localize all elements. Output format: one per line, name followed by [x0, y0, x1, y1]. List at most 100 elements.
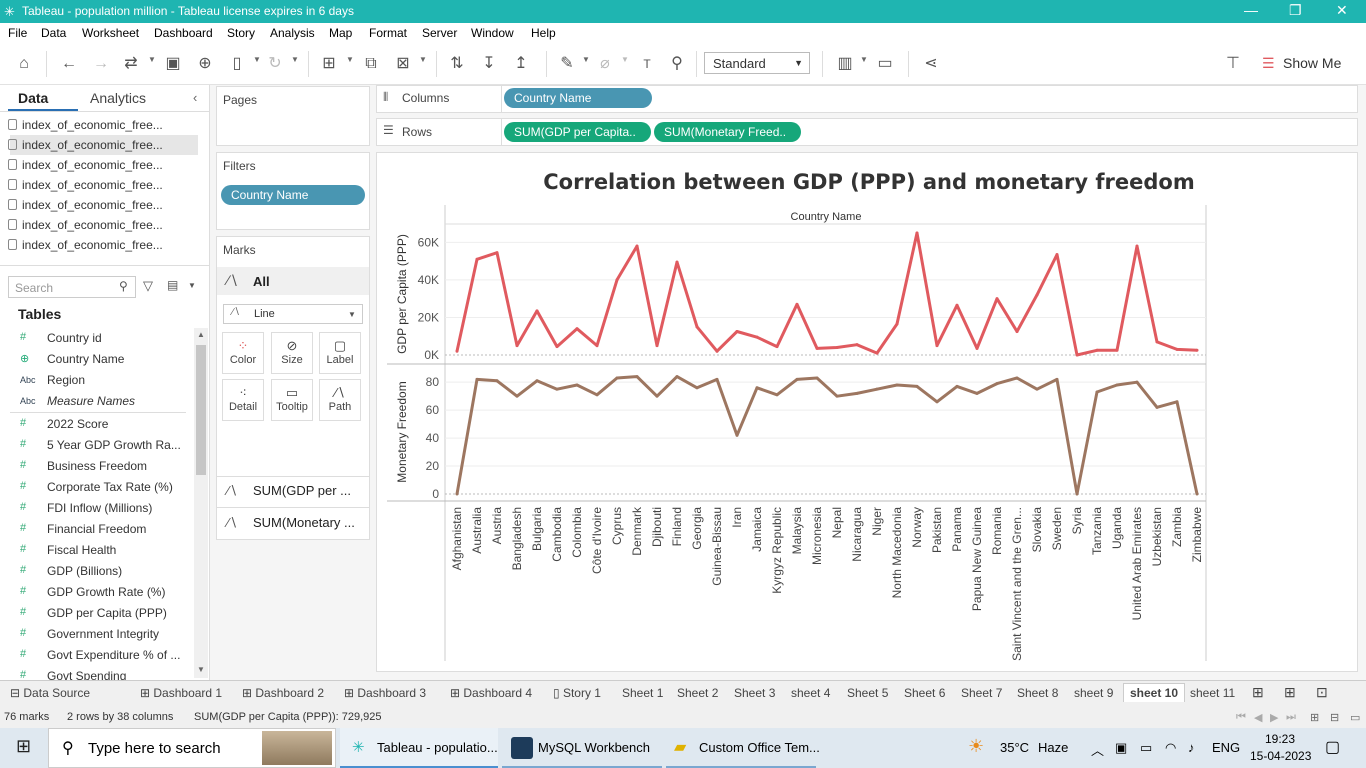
- tab-sheet-4[interactable]: sheet 4: [791, 686, 831, 700]
- data-point[interactable]: [515, 394, 519, 398]
- fix-axes-icon[interactable]: ⚲: [671, 55, 683, 72]
- data-point[interactable]: [995, 382, 999, 386]
- undo-icon[interactable]: ←: [61, 55, 77, 72]
- show-mark-labels-icon[interactable]: T: [643, 57, 651, 71]
- data-point[interactable]: [535, 379, 539, 383]
- data-point[interactable]: [615, 278, 619, 282]
- data-point[interactable]: [895, 322, 899, 326]
- taskbar-app-tableau[interactable]: [340, 728, 498, 768]
- data-point[interactable]: [735, 330, 739, 334]
- datasource-item[interactable]: index_of_economic_free...: [22, 118, 163, 132]
- data-point[interactable]: [1115, 348, 1119, 352]
- tab-story-1[interactable]: ▯ Story 1: [553, 686, 601, 700]
- tab-data-source[interactable]: ⊟ Data Source: [10, 686, 90, 700]
- field-item[interactable]: Region: [47, 373, 86, 387]
- chevron-down-icon[interactable]: ▼: [253, 55, 261, 64]
- data-point[interactable]: [895, 383, 899, 387]
- menu-data[interactable]: Data: [41, 26, 67, 40]
- marks-measure-row[interactable]: [217, 507, 369, 537]
- clock-time[interactable]: 19:23: [1265, 732, 1296, 746]
- restore-icon[interactable]: ❐: [1289, 2, 1302, 18]
- refresh-icon[interactable]: ↻: [268, 55, 282, 72]
- line-chart[interactable]: Correlation between GDP (PPP) and moneta…: [377, 153, 1359, 673]
- data-point[interactable]: [695, 386, 699, 390]
- menu-server[interactable]: Server: [422, 26, 458, 40]
- new-story-icon[interactable]: ⊡: [1316, 684, 1328, 700]
- monetary-series-line[interactable]: [455, 375, 1199, 496]
- field-item[interactable]: FDI Inflow (Millions): [47, 501, 153, 515]
- data-point[interactable]: [875, 387, 879, 391]
- data-point[interactable]: [875, 351, 879, 355]
- data-point[interactable]: [715, 377, 719, 381]
- data-point[interactable]: [455, 349, 459, 353]
- label-button[interactable]: ▢ Label: [319, 332, 361, 374]
- data-point[interactable]: [715, 349, 719, 353]
- weather-text[interactable]: Haze: [1038, 740, 1069, 755]
- data-point[interactable]: [1015, 376, 1019, 380]
- menu-file[interactable]: File: [8, 26, 28, 40]
- data-point[interactable]: [555, 387, 559, 391]
- data-point[interactable]: [835, 394, 839, 398]
- field-item[interactable]: GDP per Capita (PPP): [47, 606, 167, 620]
- data-point[interactable]: [1175, 400, 1179, 404]
- datasource-item[interactable]: index_of_economic_free...: [22, 158, 163, 172]
- scroll-up-icon[interactable]: ▲: [197, 330, 205, 339]
- new-sheet-icon[interactable]: ⊞: [322, 55, 336, 72]
- filter-pill[interactable]: Country Name: [221, 185, 365, 205]
- data-point[interactable]: [1115, 383, 1119, 387]
- chevron-down-icon[interactable]: ▼: [582, 55, 590, 64]
- mark-type-select[interactable]: [223, 304, 363, 324]
- scrollbar-thumb[interactable]: [196, 345, 206, 475]
- home-icon[interactable]: ⌂: [19, 55, 29, 72]
- columns-pill[interactable]: Country Name: [504, 88, 652, 108]
- tab-sheet-2[interactable]: Sheet 2: [677, 686, 719, 700]
- path-button[interactable]: ∕∖ Path: [319, 379, 361, 421]
- close-icon[interactable]: ✕: [1336, 2, 1348, 18]
- field-item[interactable]: Govt Expenditure % of ...: [47, 648, 181, 662]
- data-point[interactable]: [855, 343, 859, 347]
- data-point[interactable]: [915, 384, 919, 388]
- menu-analysis[interactable]: Analysis: [270, 26, 315, 40]
- detail-button[interactable]: ⁖ Detail: [222, 379, 264, 421]
- rows-pill-monetary[interactable]: SUM(Monetary Freed..: [654, 122, 801, 142]
- chevron-down-icon[interactable]: ▼: [291, 55, 299, 64]
- last-page-icon[interactable]: ⏭: [1286, 711, 1296, 723]
- clock-date[interactable]: 15-04-2023: [1250, 749, 1312, 763]
- data-point[interactable]: [775, 393, 779, 397]
- fit-select[interactable]: Standard ▼: [704, 52, 810, 74]
- new-worksheet-icon[interactable]: ⊞: [1252, 684, 1264, 700]
- data-point[interactable]: [795, 302, 799, 306]
- language-indicator[interactable]: ENG: [1212, 740, 1241, 755]
- data-point[interactable]: [1075, 492, 1079, 496]
- wifi-icon[interactable]: ◠: [1165, 740, 1177, 755]
- rows-pill-gdp[interactable]: SUM(GDP per Capita..: [504, 122, 651, 142]
- sort-ascending-icon[interactable]: ↧: [482, 55, 496, 72]
- weather-temp[interactable]: 35°C: [1000, 740, 1030, 755]
- field-item[interactable]: 5 Year GDP Growth Ra...: [47, 438, 181, 452]
- data-point[interactable]: [915, 231, 919, 235]
- tab-dashboard-4[interactable]: ⊞ Dashboard 4: [450, 686, 532, 700]
- field-item[interactable]: Corporate Tax Rate (%): [47, 480, 173, 494]
- format-painter-icon[interactable]: ⊤: [1226, 55, 1240, 72]
- data-point[interactable]: [595, 344, 599, 348]
- field-item[interactable]: Fiscal Health: [47, 543, 117, 557]
- data-point[interactable]: [635, 244, 639, 248]
- data-point[interactable]: [1155, 340, 1159, 344]
- search-input[interactable]: Search: [8, 276, 136, 298]
- tab-sheet-9[interactable]: sheet 9: [1074, 686, 1114, 700]
- marks-all-row[interactable]: [217, 267, 369, 295]
- swap-rows-columns-icon[interactable]: ⇅: [450, 55, 464, 72]
- windows-start-icon[interactable]: ⊞: [16, 736, 32, 756]
- tab-sheet-3[interactable]: Sheet 3: [734, 686, 776, 700]
- datasource-item[interactable]: index_of_economic_free...: [22, 198, 163, 212]
- field-item[interactable]: Country Name: [47, 352, 125, 366]
- menu-map[interactable]: Map: [329, 26, 353, 40]
- data-point[interactable]: [495, 379, 499, 383]
- data-point[interactable]: [1135, 380, 1139, 384]
- presentation-mode-icon[interactable]: ▭: [877, 55, 893, 72]
- data-point[interactable]: [755, 335, 759, 339]
- duplicate-sheet-icon[interactable]: ⧉: [365, 55, 377, 72]
- scroll-down-icon[interactable]: ▼: [197, 665, 205, 674]
- collapse-pane-icon[interactable]: ‹: [193, 90, 198, 105]
- color-button[interactable]: ⁘ Color: [222, 332, 264, 374]
